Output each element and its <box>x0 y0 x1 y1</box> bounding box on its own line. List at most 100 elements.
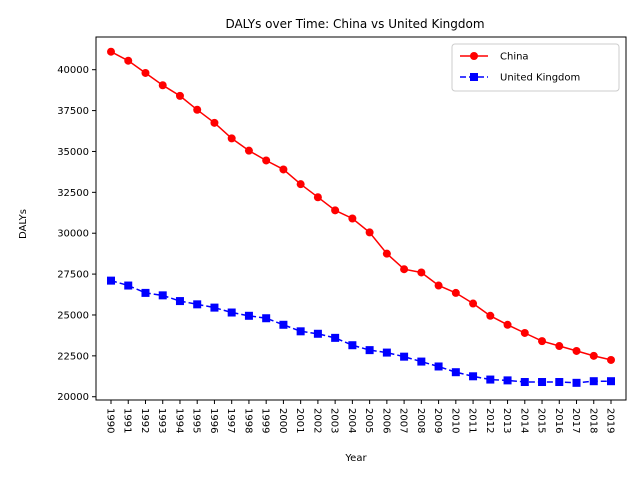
plot-frame <box>95 36 627 401</box>
data-point-china <box>210 118 219 127</box>
data-point-china <box>313 193 322 202</box>
x-tick-label: 2017 <box>570 408 581 433</box>
y-tick-label: 25000 <box>57 310 89 321</box>
x-tick-label: 1994 <box>173 408 184 433</box>
data-point-china <box>607 355 615 364</box>
legend-box <box>451 43 620 92</box>
data-point-united-kingdom <box>486 375 495 384</box>
data-point-united-kingdom <box>313 329 322 338</box>
data-point-united-kingdom <box>193 300 202 309</box>
data-point-china <box>382 249 391 258</box>
data-point-united-kingdom <box>107 276 115 285</box>
series-line-china <box>110 51 612 361</box>
data-point-united-kingdom <box>555 378 564 387</box>
data-point-china <box>538 337 547 346</box>
legend-label-united-kingdom: United Kingdom <box>500 73 580 84</box>
x-axis-title: Year <box>344 453 367 464</box>
y-tick-label: 30000 <box>57 229 89 240</box>
x-tick-label: 2004 <box>346 408 357 433</box>
x-tick-label: 1991 <box>122 408 133 433</box>
x-tick-label: 2005 <box>363 408 374 433</box>
data-point-china <box>158 81 167 90</box>
x-tick-label: 1993 <box>156 408 167 433</box>
data-point-united-kingdom <box>262 314 271 323</box>
plot-area: 20000 22500 25000 27500 30000 32500 35000 37500… <box>57 36 627 433</box>
data-point-united-kingdom <box>244 311 253 320</box>
data-point-china <box>417 268 426 277</box>
x-tick-label: 2007 <box>398 408 409 433</box>
data-point-united-kingdom <box>400 352 409 361</box>
x-tick-label: 1990 <box>105 408 116 433</box>
x-tick-label: 2000 <box>277 408 288 433</box>
x-tick-label: 1997 <box>225 408 236 433</box>
x-tick-label: 2011 <box>467 408 478 433</box>
data-point-united-kingdom <box>382 348 391 357</box>
y-tick-label: 27500 <box>57 270 89 281</box>
data-point-united-kingdom <box>175 297 184 306</box>
data-point-china <box>400 265 409 274</box>
data-point-china <box>486 311 495 320</box>
data-point-china <box>227 134 236 143</box>
data-point-china <box>175 91 184 100</box>
x-tick-label: 2001 <box>294 408 305 433</box>
data-point-united-kingdom <box>607 377 615 386</box>
x-tick-label: 2018 <box>587 408 598 433</box>
x-tick-label: 2016 <box>553 408 564 433</box>
data-point-united-kingdom <box>589 377 598 386</box>
data-point-china <box>279 165 288 174</box>
data-point-united-kingdom <box>348 341 357 350</box>
data-point-china <box>365 228 374 237</box>
data-point-china <box>262 156 271 165</box>
data-point-united-kingdom <box>451 368 460 377</box>
data-point-united-kingdom <box>434 362 443 371</box>
x-tick-label: 1999 <box>260 408 271 433</box>
series-line-united-kingdom <box>110 279 611 384</box>
data-point-united-kingdom <box>124 281 133 290</box>
x-tick-label: 2010 <box>449 408 460 433</box>
chart-title: DALYs over Time: China vs United Kingdom <box>225 17 484 31</box>
x-tick-label: 2008 <box>415 408 426 433</box>
x-tick-label: 2014 <box>518 408 529 433</box>
x-tick-label: 2012 <box>484 408 495 433</box>
data-point-china <box>124 56 133 65</box>
data-point-china <box>451 288 460 297</box>
data-point-china <box>141 68 150 77</box>
data-point-united-kingdom <box>520 378 529 387</box>
data-point-china <box>434 281 443 290</box>
data-point-united-kingdom <box>365 346 374 355</box>
y-tick-label: 32500 <box>57 188 89 199</box>
data-point-united-kingdom <box>158 291 167 300</box>
data-point-china <box>244 146 253 155</box>
y-axis-title: DALYs <box>18 209 29 239</box>
legend-marker-china <box>470 52 478 60</box>
data-point-united-kingdom <box>331 333 340 342</box>
data-point-china <box>296 180 305 189</box>
x-tick-label: 2006 <box>380 408 391 433</box>
x-tick-label: 1998 <box>242 408 253 433</box>
y-tick-label: 37500 <box>57 106 89 117</box>
x-tick-label: 2009 <box>432 408 443 433</box>
data-point-china <box>555 342 564 351</box>
data-point-united-kingdom <box>210 303 219 312</box>
data-point-china <box>193 105 202 114</box>
x-tick-label: 2013 <box>501 408 512 433</box>
x-tick-label: 2019 <box>605 408 616 433</box>
data-point-china <box>348 214 357 223</box>
legend: China United Kingdom <box>451 43 620 92</box>
x-tick-label: 1996 <box>208 408 219 433</box>
data-point-united-kingdom <box>279 320 288 329</box>
data-point-china <box>469 299 478 308</box>
data-point-china <box>331 206 340 215</box>
data-point-united-kingdom <box>227 308 236 317</box>
y-tick-label: 20000 <box>57 392 89 403</box>
data-point-united-kingdom <box>469 372 478 381</box>
legend-label-china: China <box>500 52 529 63</box>
data-point-china <box>107 47 115 56</box>
data-point-china <box>520 328 529 337</box>
x-tick-label: 2015 <box>536 408 547 433</box>
x-tick-label: 2003 <box>329 408 340 433</box>
data-point-united-kingdom <box>572 378 581 387</box>
x-tick-label: 1995 <box>191 408 202 433</box>
